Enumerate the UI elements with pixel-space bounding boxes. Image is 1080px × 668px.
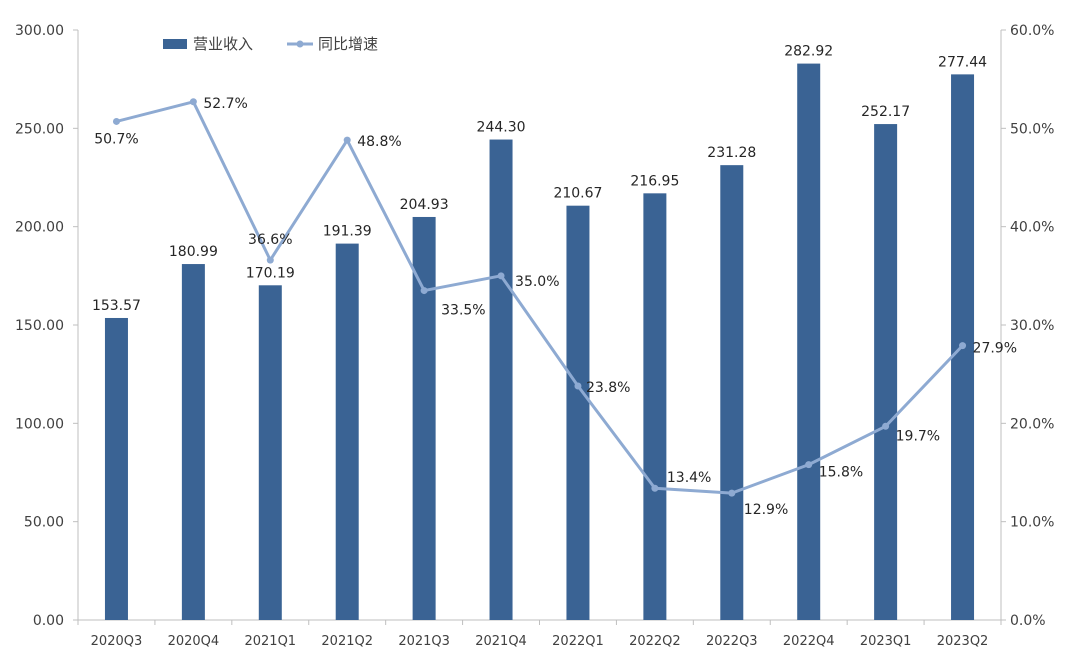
revenue-data-label: 231.28: [707, 145, 756, 161]
y-right-tick-label: 50.0%: [1010, 121, 1054, 137]
y-right-tick-label: 30.0%: [1010, 318, 1054, 334]
revenue-bar: [797, 63, 821, 620]
y-right-tick-label: 10.0%: [1010, 515, 1054, 531]
revenue-data-label: 204.93: [400, 197, 449, 213]
growth-point: [574, 382, 582, 390]
y-right-tick-label: 0.0%: [1010, 613, 1046, 629]
growth-data-label: 48.8%: [357, 134, 401, 150]
growth-point: [882, 422, 890, 430]
x-tick-label: 2022Q3: [706, 634, 758, 649]
revenue-bar: [104, 317, 128, 620]
growth-point: [343, 136, 351, 144]
y-left-tick-label: 100.00: [15, 416, 64, 432]
revenue-data-label: 282.92: [784, 44, 833, 60]
revenue-bar: [720, 165, 744, 620]
revenue-bar: [258, 285, 282, 620]
bar-series: [104, 63, 975, 621]
x-tick-label: 2020Q4: [168, 634, 220, 649]
revenue-bar: [181, 264, 205, 620]
x-tick-label: 2020Q3: [91, 634, 143, 649]
growth-data-label: 36.6%: [248, 232, 292, 248]
growth-data-label: 13.4%: [667, 470, 711, 486]
revenue-bar: [412, 216, 436, 620]
y-left-tick-label: 250.00: [15, 121, 64, 137]
y-right-tick-label: 60.0%: [1010, 23, 1054, 39]
growth-data-label: 12.9%: [744, 502, 788, 518]
revenue-bar: [489, 139, 513, 620]
x-tick-label: 2022Q2: [629, 634, 681, 649]
data-labels: 153.57 180.99 170.19 191.39 204.93 244.30 210.…: [92, 44, 1017, 519]
growth-data-label: 27.9%: [973, 341, 1017, 357]
y-left-tick-label: 200.00: [15, 220, 64, 236]
line-series: [112, 98, 967, 497]
growth-line: [116, 100, 964, 495]
revenue-bar: [643, 193, 667, 620]
growth-data-label: 19.7%: [896, 428, 940, 444]
y-left-tick-label: 300.00: [15, 23, 64, 39]
growth-data-label: 33.5%: [441, 303, 485, 319]
growth-point: [651, 484, 659, 492]
legend-line-label: 同比增速: [318, 35, 378, 53]
x-tick-label: 2023Q1: [860, 634, 912, 649]
revenue-bar: [566, 205, 590, 621]
axes: 0.00 50.00 100.00 150.00 200.00 250.00 300.00 0…: [15, 23, 1054, 649]
legend: 营业收入 同比增速: [163, 35, 378, 53]
legend-bar-swatch: [163, 39, 187, 49]
growth-point: [728, 489, 736, 497]
y-left-tick-label: 0.00: [33, 613, 64, 629]
growth-data-label: 50.7%: [94, 131, 138, 147]
revenue-data-label: 210.67: [553, 186, 602, 202]
x-tick-label: 2021Q3: [398, 634, 450, 649]
revenue-data-label: 252.17: [861, 104, 910, 120]
growth-point: [420, 287, 428, 295]
x-tick-label: 2023Q2: [937, 634, 989, 649]
revenue-data-label: 191.39: [323, 224, 372, 240]
growth-point: [805, 461, 813, 469]
growth-data-label: 35.0%: [515, 274, 559, 290]
revenue-bar: [874, 124, 898, 620]
revenue-data-label: 170.19: [246, 265, 295, 281]
y-left-tick-label: 50.00: [24, 515, 64, 531]
growth-point: [112, 117, 120, 125]
y-right-tick-label: 20.0%: [1010, 416, 1054, 432]
growth-point: [959, 342, 967, 350]
revenue-data-label: 244.30: [477, 120, 526, 136]
revenue-data-label: 153.57: [92, 298, 141, 314]
growth-point: [189, 98, 197, 106]
growth-data-label: 15.8%: [819, 465, 863, 481]
revenue-data-label: 180.99: [169, 244, 218, 260]
legend-bar-label: 营业收入: [193, 35, 253, 53]
x-tick-label: 2022Q4: [783, 634, 835, 649]
x-tick-label: 2021Q2: [321, 634, 373, 649]
y-left-tick-label: 150.00: [15, 318, 64, 334]
y-right-tick-label: 40.0%: [1010, 220, 1054, 236]
revenue-data-label: 277.44: [938, 54, 987, 70]
x-tick-label: 2021Q1: [244, 634, 296, 649]
growth-point: [266, 256, 274, 264]
revenue-bar: [335, 243, 359, 620]
growth-data-label: 52.7%: [203, 96, 247, 112]
growth-point: [497, 272, 505, 280]
revenue-data-label: 216.95: [630, 173, 679, 189]
growth-data-label: 23.8%: [586, 380, 630, 396]
x-tick-label: 2021Q4: [475, 634, 527, 649]
x-tick-label: 2022Q1: [552, 634, 604, 649]
legend-line-marker: [296, 40, 304, 48]
